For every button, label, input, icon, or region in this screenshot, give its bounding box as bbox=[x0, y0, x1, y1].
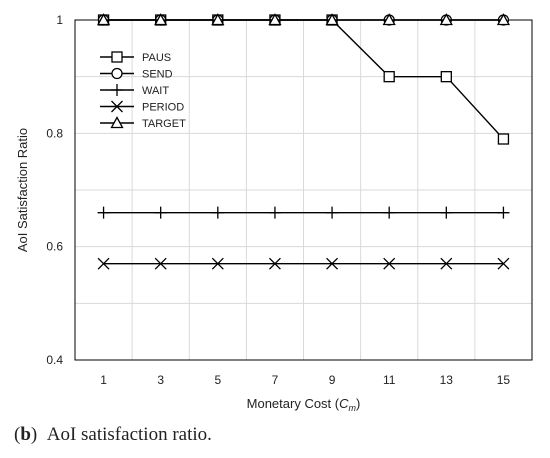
data-point-period bbox=[154, 257, 167, 270]
series-period bbox=[97, 257, 510, 270]
data-point-wait bbox=[211, 206, 224, 219]
series-group bbox=[96, 13, 511, 270]
x-axis-label-sub: m bbox=[349, 403, 357, 413]
legend-item-send: SEND bbox=[100, 67, 173, 81]
data-point-wait bbox=[383, 206, 396, 219]
legend-marker-target bbox=[110, 116, 124, 129]
legend-item-wait: WAIT bbox=[100, 84, 169, 97]
series-target bbox=[96, 13, 511, 26]
caption-label: b bbox=[20, 424, 31, 445]
x-tick-label: 5 bbox=[214, 373, 221, 387]
data-point-target bbox=[439, 13, 453, 26]
x-tick-label: 7 bbox=[272, 373, 279, 387]
caption-text: AoI satisfaction ratio. bbox=[46, 424, 212, 445]
data-point-wait bbox=[497, 206, 510, 219]
legend-label-period: PERIOD bbox=[142, 102, 184, 114]
data-point-period bbox=[497, 257, 510, 270]
y-tick-label: 0.4 bbox=[46, 353, 63, 367]
y-axis-label: AoI Satisfaction Ratio bbox=[15, 128, 30, 252]
x-axis-label-prefix: Monetary Cost ( bbox=[247, 396, 340, 411]
data-point-wait bbox=[326, 206, 339, 219]
legend-item-target: TARGET bbox=[100, 116, 186, 130]
data-point-period bbox=[326, 257, 339, 270]
y-axis-ticks: 0.4 0.6 0.8 1 bbox=[46, 13, 63, 367]
data-point-target bbox=[268, 13, 282, 26]
legend-label-target: TARGET bbox=[142, 118, 186, 130]
x-tick-label: 3 bbox=[157, 373, 164, 387]
chart: 0.40.60.81 1 3 5 7 9 11 13 15 PAUSSENDWAITPERIO… bbox=[15, 13, 533, 413]
data-point-wait bbox=[268, 206, 281, 219]
y-tick-label: 0.8 bbox=[46, 126, 63, 140]
data-point-target bbox=[96, 13, 111, 26]
y-tick-label: 1 bbox=[56, 13, 63, 27]
data-point-target bbox=[382, 13, 396, 26]
legend-marker-period bbox=[111, 100, 123, 113]
data-point-period bbox=[211, 257, 224, 270]
data-point-paus bbox=[383, 71, 395, 83]
data-point-target bbox=[496, 13, 511, 26]
x-tick-label: 1 bbox=[100, 373, 107, 387]
data-point-target bbox=[154, 13, 168, 26]
legend-marker-paus bbox=[111, 51, 123, 63]
data-point-period bbox=[97, 257, 110, 270]
x-tick-label: 11 bbox=[383, 373, 396, 387]
data-point-wait bbox=[154, 206, 167, 219]
legend-marker-wait bbox=[111, 84, 123, 96]
legend-label-send: SEND bbox=[142, 69, 173, 81]
x-axis-ticks: 1 3 5 7 9 11 13 15 bbox=[100, 373, 510, 387]
x-axis-label-suffix: ) bbox=[356, 396, 360, 411]
legend-item-paus: PAUS bbox=[100, 51, 171, 64]
data-point-period bbox=[268, 257, 281, 270]
figure-caption: (b) AoI satisfaction ratio. bbox=[14, 424, 212, 445]
data-point-target bbox=[211, 13, 225, 26]
legend: PAUS SEND WAIT PERIOD TARGET bbox=[100, 51, 186, 130]
data-point-paus bbox=[497, 133, 510, 145]
legend-label-wait: WAIT bbox=[142, 85, 169, 97]
x-tick-label: 9 bbox=[329, 373, 336, 387]
data-point-wait bbox=[97, 206, 110, 219]
data-point-target bbox=[325, 13, 339, 26]
x-tick-label: 13 bbox=[440, 373, 454, 387]
data-point-paus bbox=[440, 71, 452, 83]
data-point-period bbox=[440, 257, 453, 270]
data-point-period bbox=[383, 257, 396, 270]
legend-label-paus: PAUS bbox=[142, 52, 171, 64]
legend-item-period: PERIOD bbox=[100, 100, 184, 114]
legend-marker-send bbox=[111, 67, 123, 80]
data-point-wait bbox=[440, 206, 453, 219]
x-tick-label: 15 bbox=[497, 373, 511, 387]
y-tick-label: 0.6 bbox=[46, 240, 63, 254]
x-axis-label-var: C bbox=[339, 396, 349, 411]
series-wait bbox=[97, 206, 510, 219]
x-axis-label: Monetary Cost (Cm) bbox=[247, 396, 361, 413]
